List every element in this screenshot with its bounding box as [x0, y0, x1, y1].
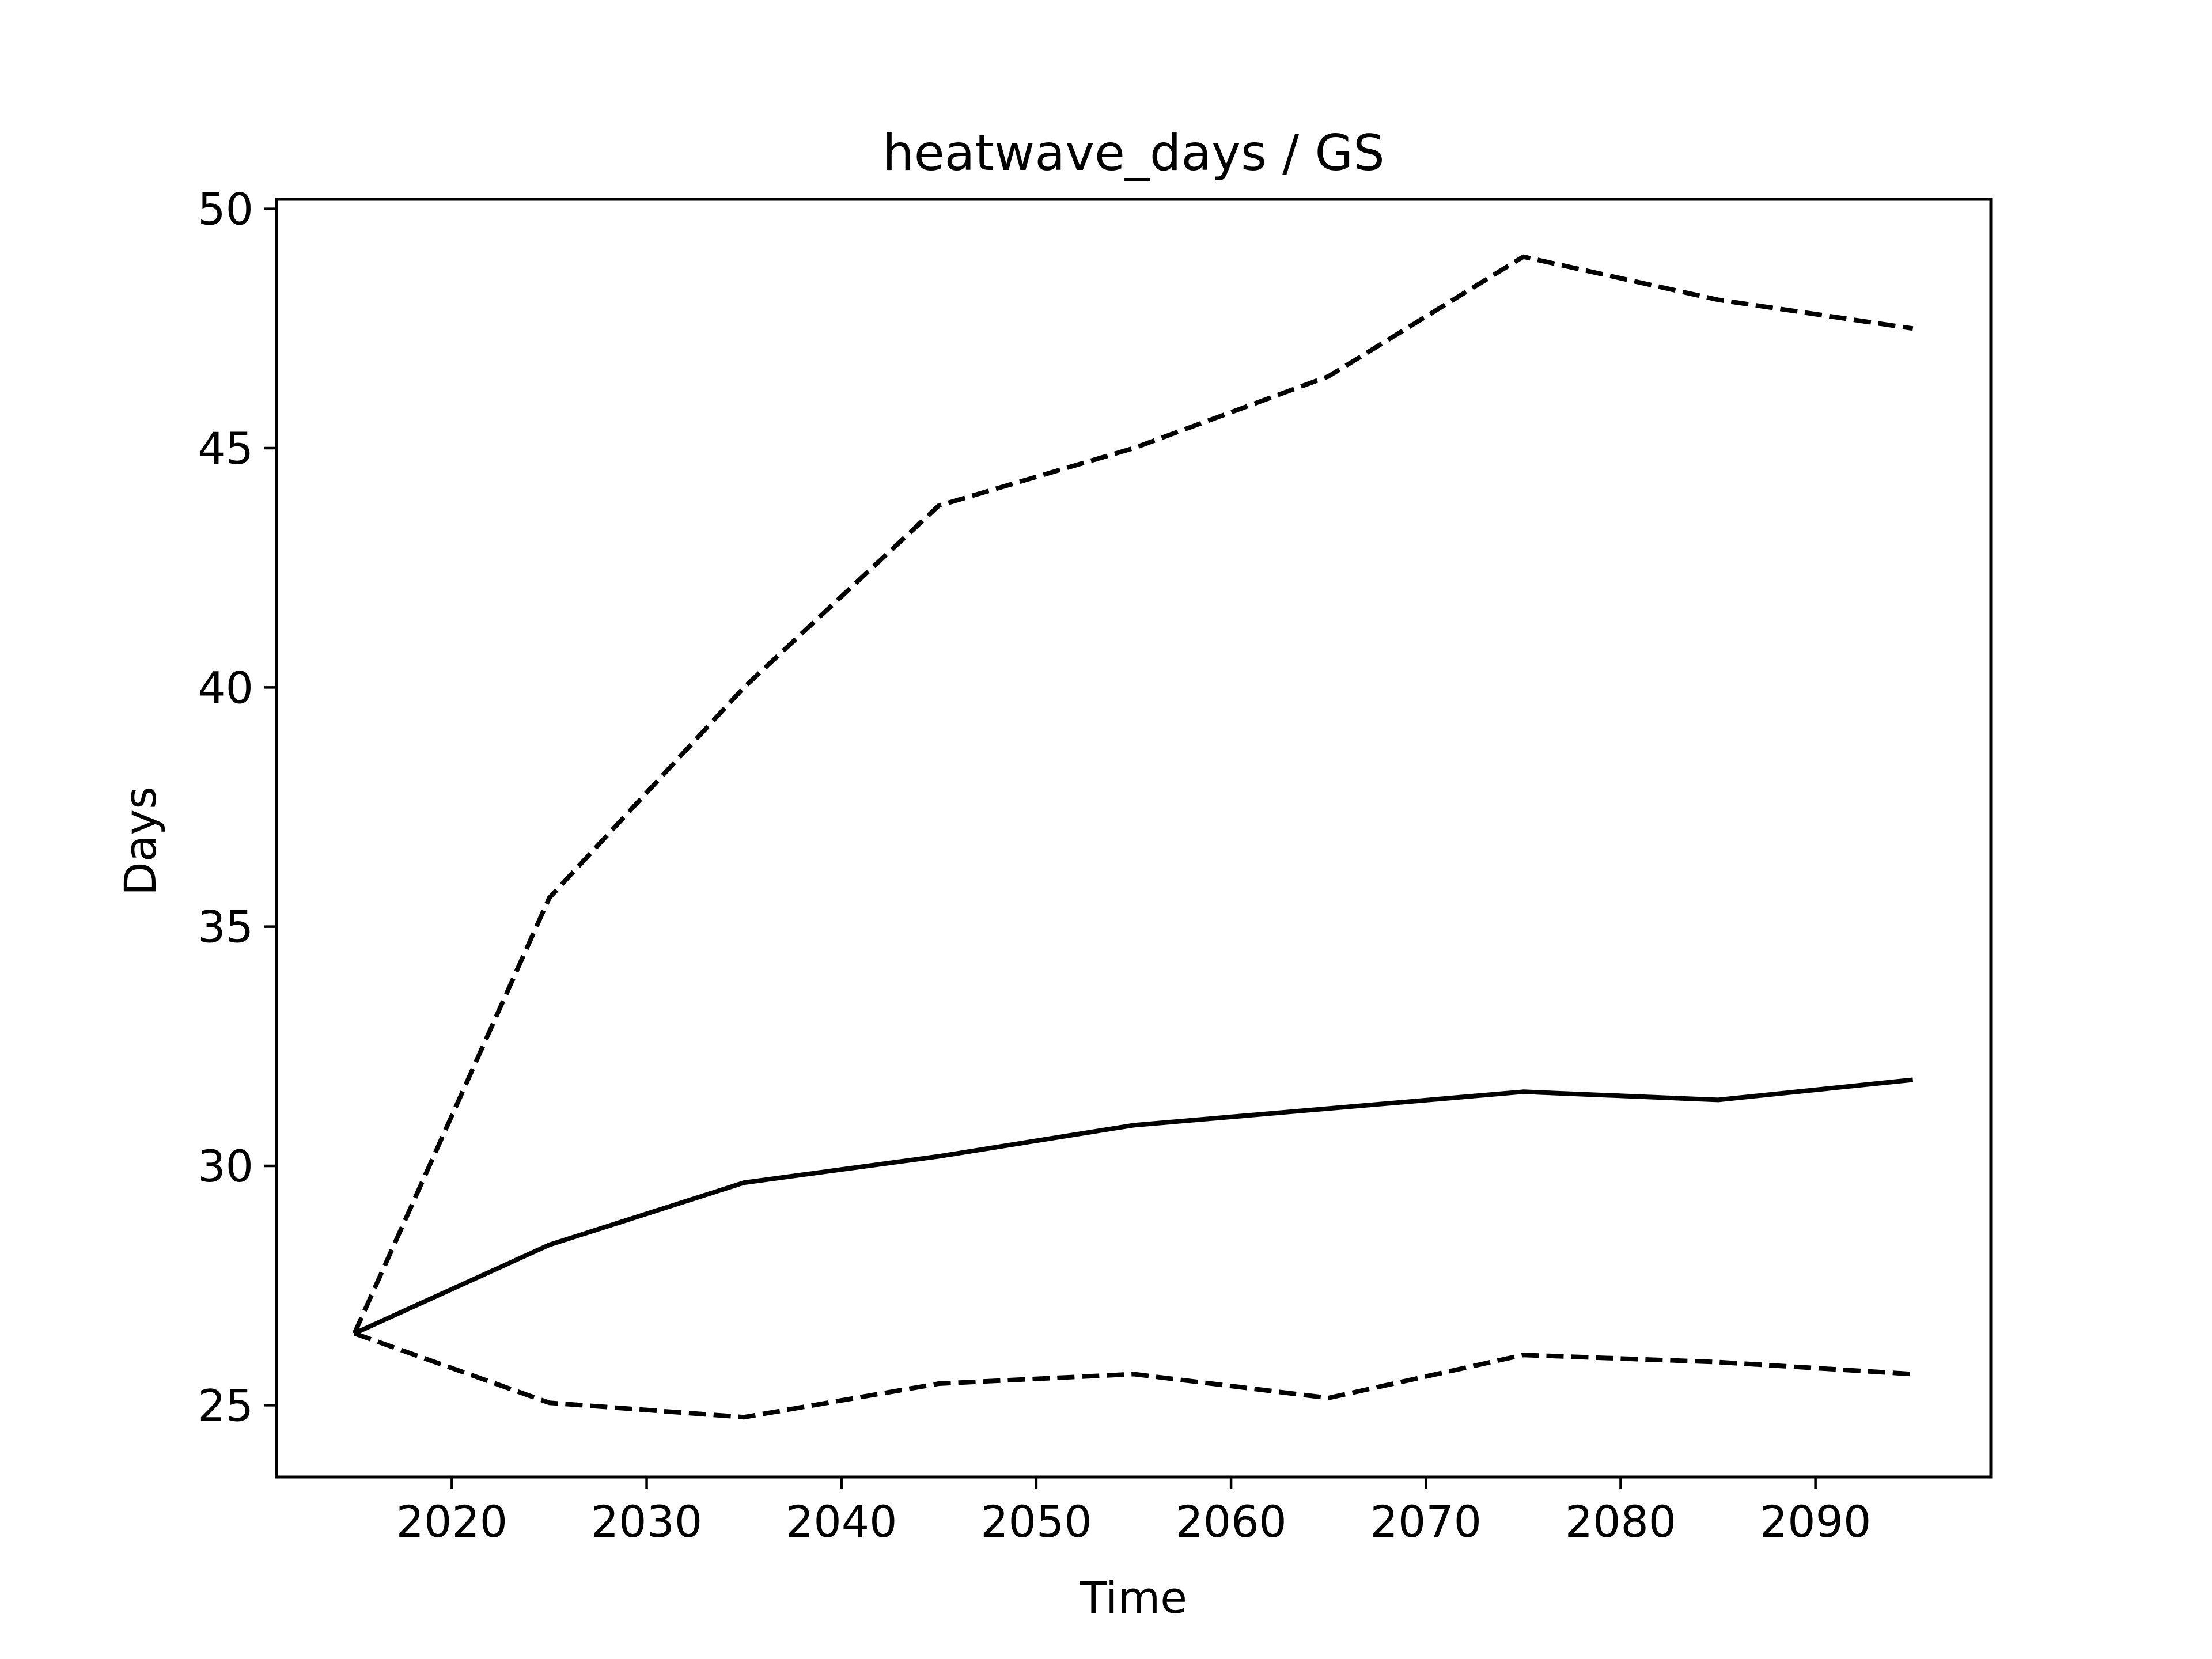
y-axis-label: Days	[115, 786, 166, 896]
series-line-1-dashed	[352, 254, 1914, 1335]
y-tick-label: 40	[198, 662, 253, 713]
series-lines	[352, 254, 1914, 1420]
y-tick-label: 30	[198, 1141, 253, 1192]
x-tick-label: 2080	[1565, 1496, 1676, 1547]
y-tick-label: 50	[198, 184, 253, 235]
y-tick-label: 25	[198, 1380, 253, 1431]
x-tick-label: 2050	[980, 1496, 1092, 1547]
x-tick-label: 2060	[1175, 1496, 1286, 1547]
chart-title: heatwave_days / GS	[882, 124, 1385, 182]
y-tick-label: 45	[198, 423, 253, 474]
y-axis: 25 30 35 40 45 50	[198, 184, 276, 1431]
x-tick-label: 2040	[786, 1496, 897, 1547]
y-tick-label: 35	[198, 902, 253, 953]
x-tick-label: 2070	[1370, 1496, 1482, 1547]
x-tick-label: 2020	[396, 1496, 507, 1547]
series-line-3-dashed	[353, 1331, 1913, 1420]
series-line-2-solid	[353, 1077, 1914, 1336]
x-axis-label: Time	[1080, 1572, 1187, 1623]
plot-frame	[275, 198, 1993, 1479]
x-tick-label: 2030	[591, 1496, 702, 1547]
x-tick-label: 2090	[1760, 1496, 1871, 1547]
x-axis: 2020 2030 2040 2050 2060 2070 2080 2090	[396, 1477, 1871, 1547]
